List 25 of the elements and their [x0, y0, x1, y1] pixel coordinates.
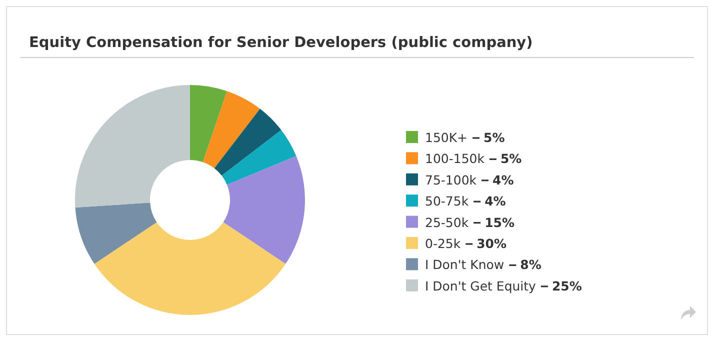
legend-label: 150K+ [425, 130, 468, 145]
data-label: 5% [484, 130, 506, 145]
donut-slice [222, 130, 296, 185]
chart-title: Equity Compensation for Senior Developers (public company) [29, 35, 533, 51]
data-label: 15% [484, 214, 515, 230]
data-label: 25% [552, 278, 582, 294]
data-label: 4% [492, 172, 514, 188]
legend-label: 50-75k [425, 194, 470, 209]
data-label: 4% [484, 194, 506, 209]
donut-slice [190, 85, 227, 162]
donut-slice [202, 91, 260, 168]
donut-slice [94, 222, 286, 315]
data-label: 5% [500, 151, 522, 166]
legend-label: 100-150k [425, 151, 486, 166]
legend-label: 0-25k [425, 236, 462, 251]
legend-label: 75-100k [425, 172, 478, 188]
donut-slice [75, 202, 157, 264]
donut-slice [75, 85, 190, 208]
donut-slice [214, 108, 282, 176]
donut-slice [223, 156, 305, 264]
data-label: 30% [476, 236, 508, 251]
data-label: 8% [520, 257, 542, 272]
legend-label: I Don't Get Equity [425, 278, 537, 294]
legend-label: 25-50k [425, 214, 470, 230]
legend-label: I Don't Know [425, 257, 504, 272]
